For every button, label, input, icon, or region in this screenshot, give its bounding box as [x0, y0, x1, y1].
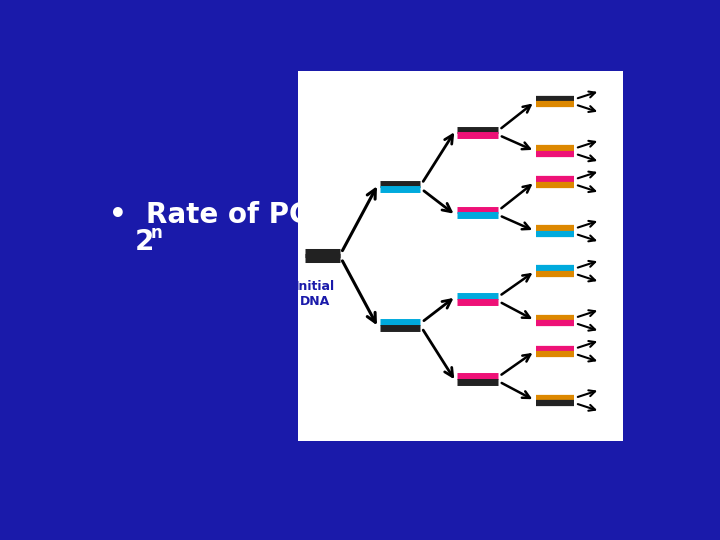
Text: Number of DNA molecules: Number of DNA molecules [338, 462, 583, 480]
Text: Initial
DNA: Initial DNA [294, 280, 335, 308]
Text: n: n [150, 224, 162, 242]
Bar [297, 71, 624, 441]
Text: 2: 2 [135, 228, 154, 256]
Text: •  Rate of PCR: • Rate of PCR [109, 201, 331, 229]
